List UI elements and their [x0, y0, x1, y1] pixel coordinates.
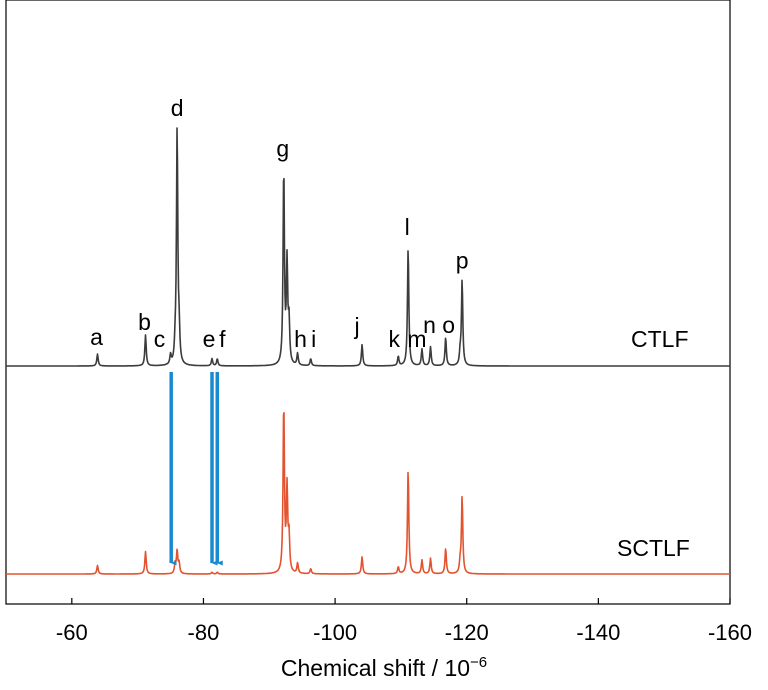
- x-tick-label: -100: [313, 620, 357, 645]
- peak-label-o: o: [442, 312, 455, 338]
- x-tick-label: -120: [445, 620, 489, 645]
- spectrum-line-ctlf: [5, 127, 731, 367]
- x-axis-title: Chemical shift / 10−6: [281, 654, 487, 681]
- peak-label-j: j: [354, 313, 360, 339]
- peak-label-b: b: [138, 309, 151, 335]
- peak-label-l: l: [405, 214, 410, 240]
- x-axis-title-text: Chemical shift / 10: [281, 655, 470, 681]
- peak-label-k: k: [389, 326, 401, 352]
- peak-label-a: a: [90, 324, 103, 350]
- peak-labels: a bc d e f g h i j k l mn o p: [90, 95, 468, 352]
- x-tick-label: -140: [576, 620, 620, 645]
- peak-label-f: f: [219, 326, 226, 352]
- x-tick-label: -160: [708, 620, 752, 645]
- plot-frame: [5, 0, 731, 605]
- x-axis-title-exponent: −6: [470, 654, 487, 671]
- series-label-ctlf: CTLF: [631, 326, 689, 352]
- peak-label-p: p: [456, 247, 469, 273]
- peak-label-i: i: [311, 326, 316, 352]
- x-axis-ticks: -60 -80 -100 -120 -140 -160: [56, 598, 752, 645]
- peak-label-g: g: [276, 135, 289, 161]
- spectrum-line-sctlf: [5, 412, 731, 575]
- x-tick-label: -80: [188, 620, 220, 645]
- spectra: [5, 127, 731, 575]
- peak-label-n: n: [423, 312, 436, 338]
- peak-label-m: m: [407, 326, 426, 352]
- peak-label-d: d: [171, 95, 184, 121]
- peak-label-e: e: [203, 326, 216, 352]
- x-tick-label: -60: [56, 620, 88, 645]
- peak-label-c: c: [154, 326, 166, 352]
- shift-arrows: [169, 372, 223, 566]
- series-label-sctlf: SCTLF: [617, 535, 690, 561]
- peak-label-h: h: [294, 326, 307, 352]
